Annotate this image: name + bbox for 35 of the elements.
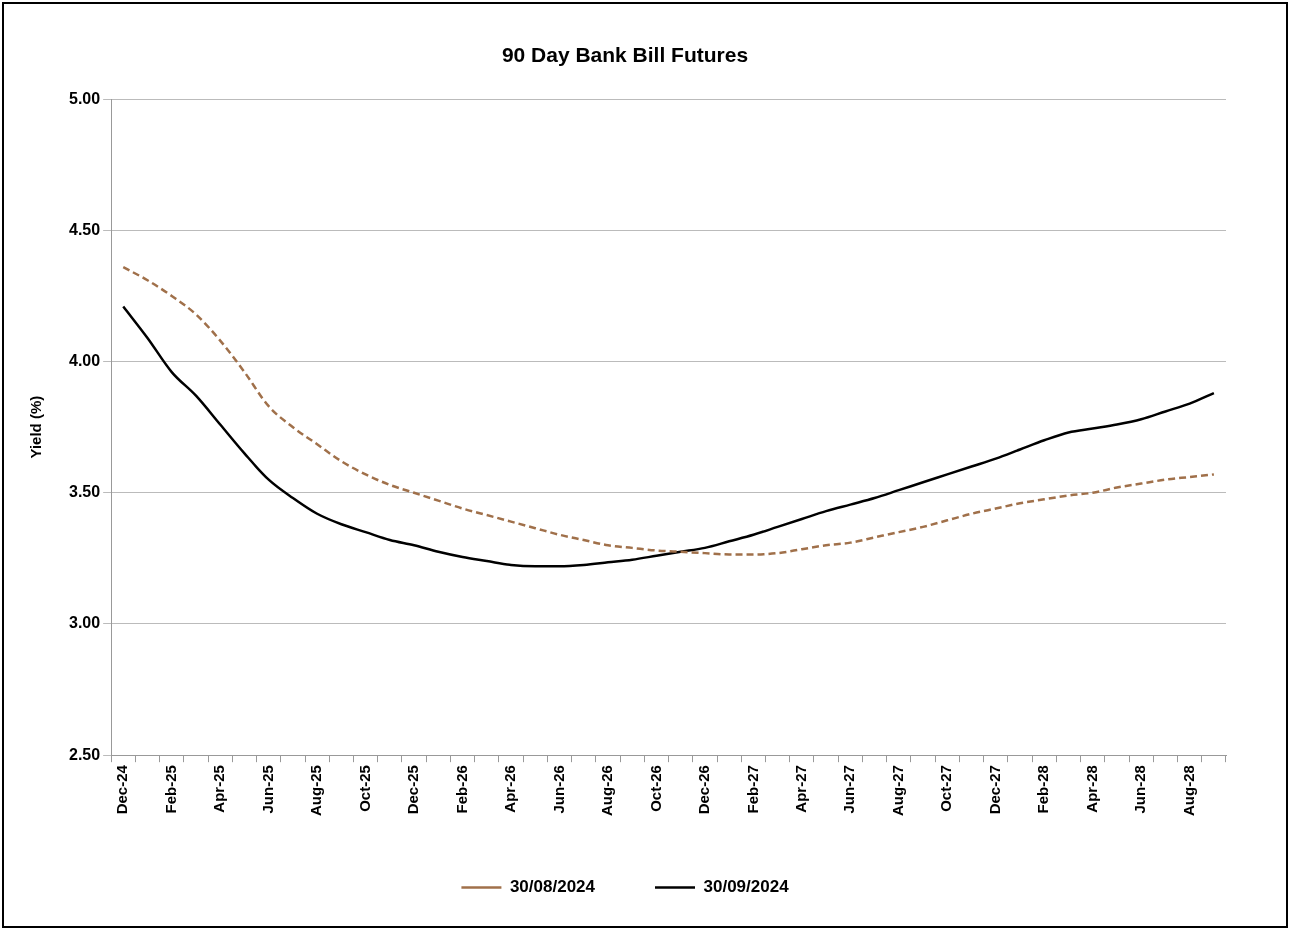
- x-tick-label: Jun-25: [258, 765, 276, 814]
- line-series: [122, 305, 1216, 568]
- x-tick-label: Aug-26: [598, 765, 616, 817]
- x-tick-label: Jun-27: [840, 765, 858, 814]
- x-tick-label: Apr-27: [792, 765, 810, 813]
- x-tick-label: Aug-25: [307, 765, 325, 817]
- y-tick-label: 4.00: [69, 351, 101, 369]
- x-tick-label: Feb-26: [452, 765, 470, 814]
- x-tick-label: Apr-28: [1082, 765, 1100, 813]
- x-tick-label: Apr-26: [501, 765, 519, 813]
- y-tick-label: 3.50: [69, 483, 101, 501]
- x-tick-label: Dec-26: [695, 765, 713, 815]
- x-tick-label: Oct-25: [355, 765, 373, 812]
- x-tick-label: Oct-27: [937, 765, 955, 812]
- x-tick-label: Oct-26: [646, 765, 664, 812]
- y-tick-label: 3.00: [69, 614, 101, 632]
- x-tick-label: Dec-25: [404, 765, 422, 815]
- y-tick-label: 2.50: [69, 745, 101, 763]
- x-tick-label: Jun-26: [549, 765, 567, 814]
- x-tick-label: Dec-24: [113, 764, 131, 815]
- x-tick-label: Feb-27: [743, 765, 761, 814]
- line-series: [122, 265, 1216, 556]
- x-tick-label: Feb-28: [1034, 765, 1052, 814]
- x-tick-label: Feb-25: [161, 765, 179, 814]
- x-tick-label: Dec-27: [985, 765, 1003, 815]
- y-axis-title: Yield (%): [27, 395, 45, 459]
- chart-title: 90 Day Bank Bill Futures: [501, 43, 749, 67]
- x-tick-label: Aug-27: [888, 765, 906, 817]
- x-tick-label: Jun-28: [1131, 765, 1149, 814]
- x-tick-label: Apr-25: [210, 765, 228, 813]
- legend-label: 30/09/2024: [703, 877, 790, 897]
- y-tick-label: 4.50: [69, 220, 101, 238]
- legend-label: 30/08/2024: [509, 877, 596, 897]
- x-tick-label: Aug-28: [1179, 765, 1197, 817]
- y-tick-label: 5.00: [69, 89, 101, 107]
